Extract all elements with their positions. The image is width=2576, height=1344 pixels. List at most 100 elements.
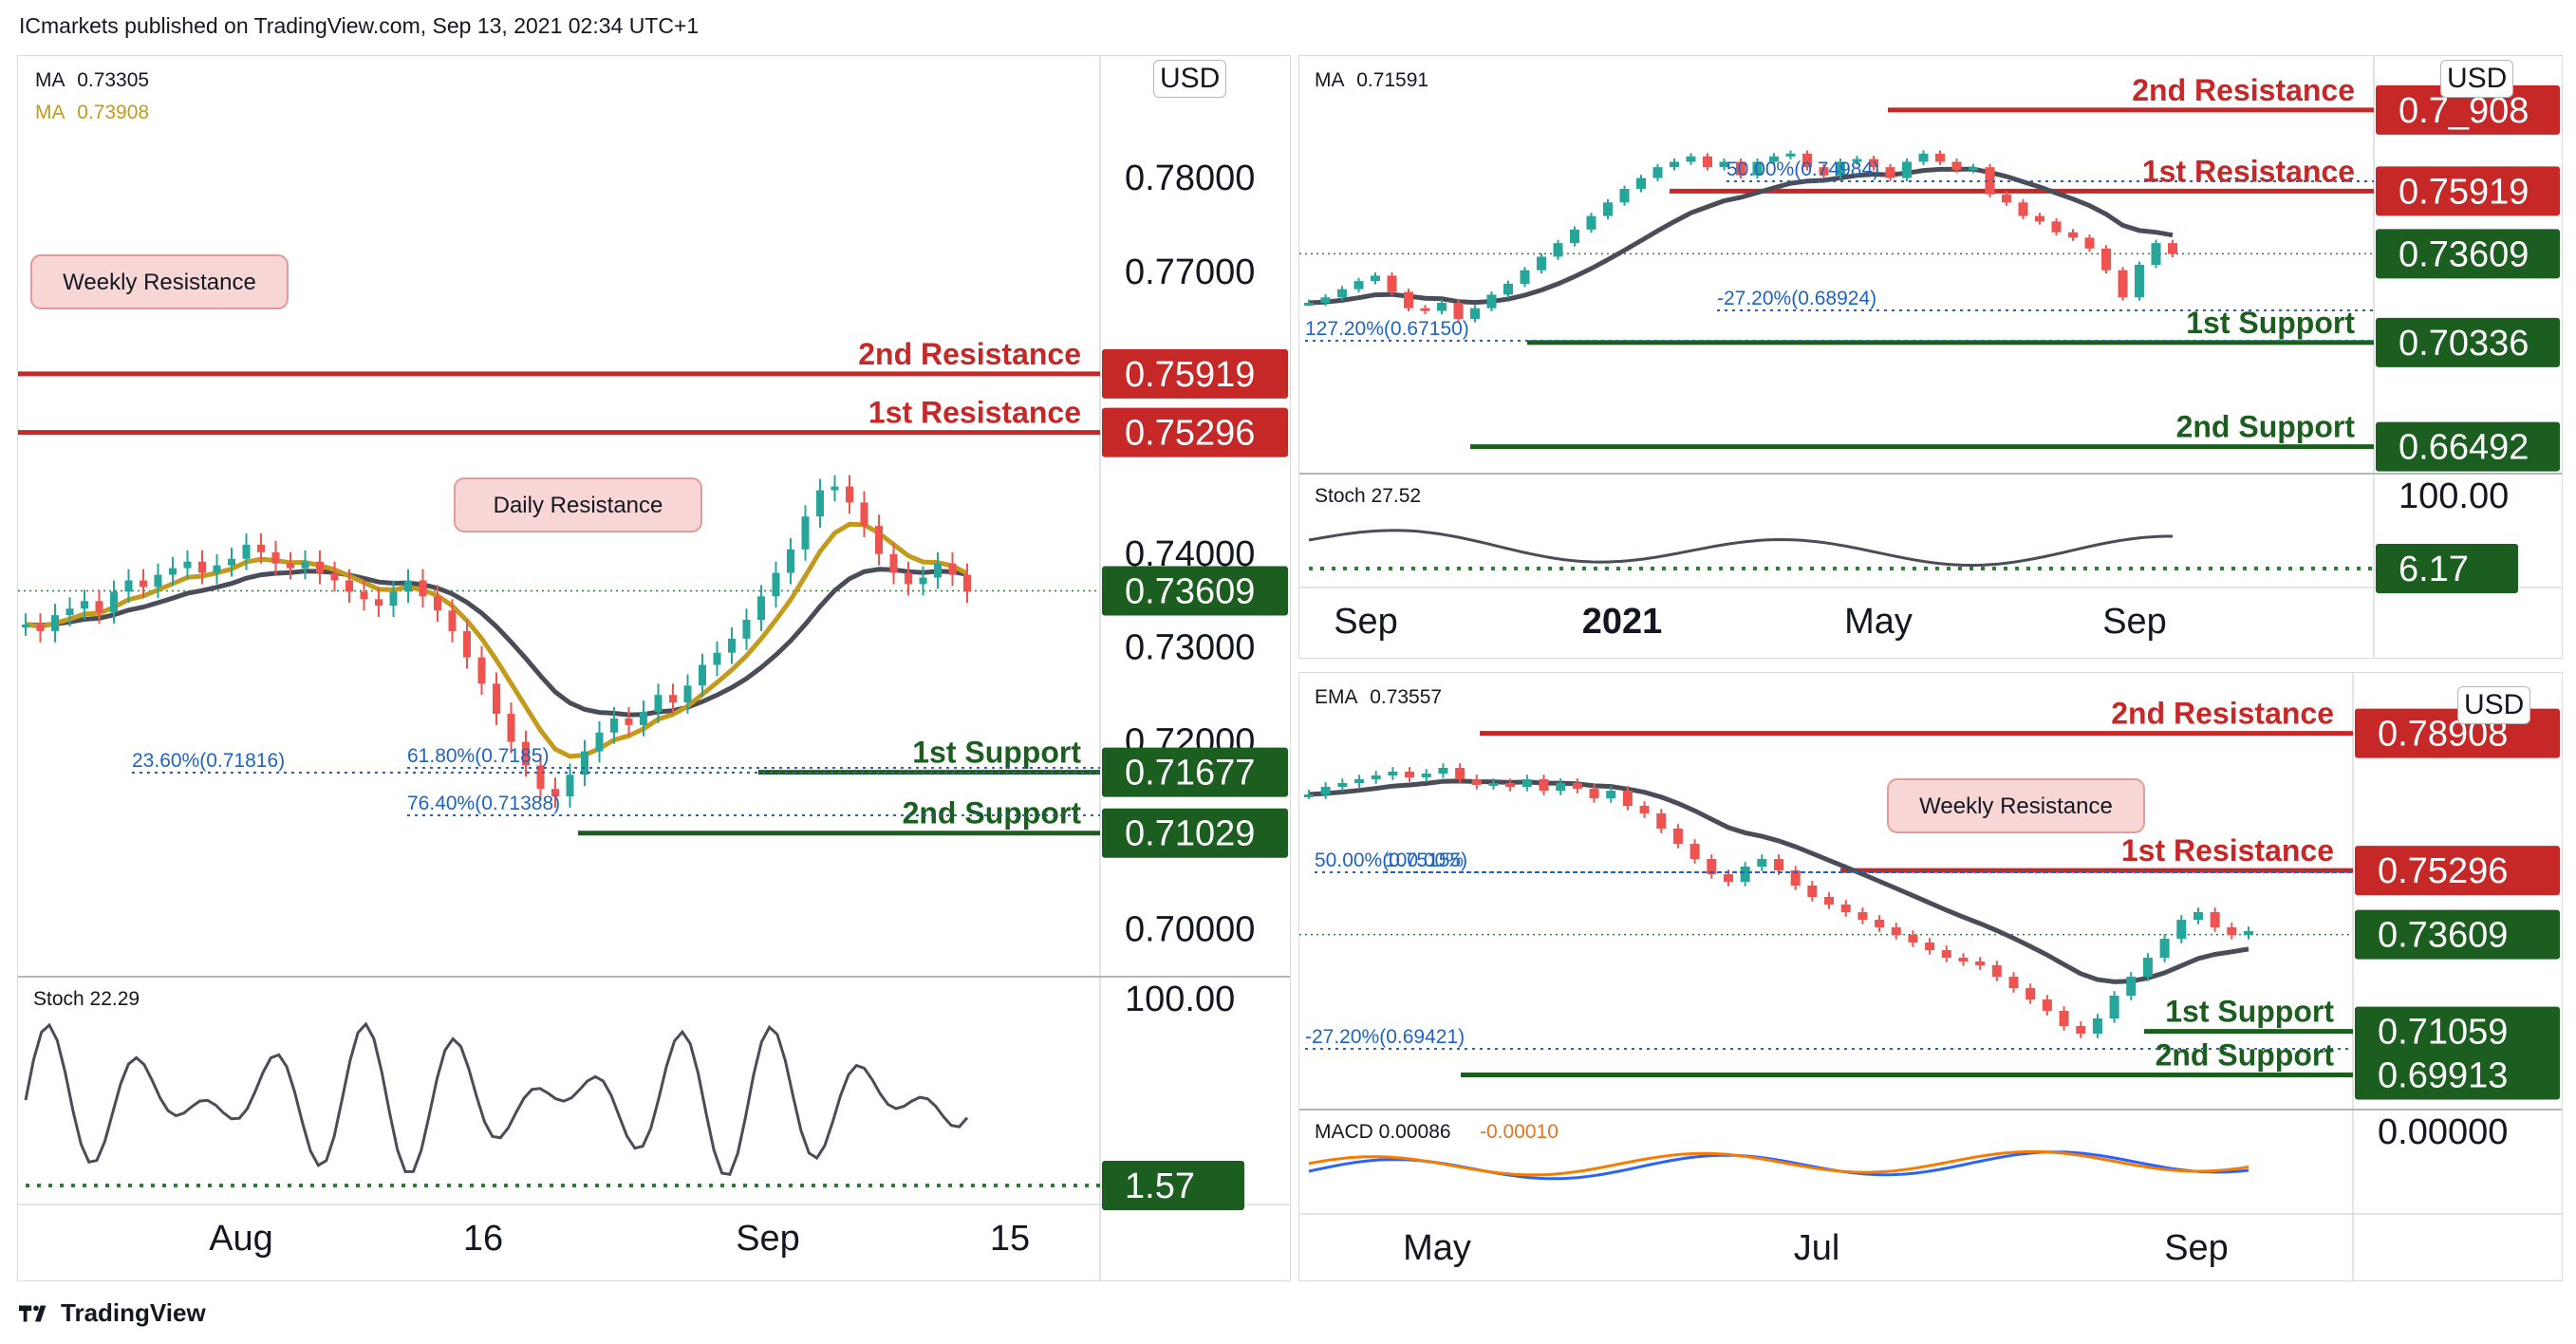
publisher-header: ICmarkets published on TradingView.com, … (19, 13, 700, 38)
candle-body (816, 490, 824, 517)
price-badge (2355, 846, 2560, 896)
currency-label-daily[interactable]: USD (2457, 686, 2531, 724)
candle-body (551, 789, 559, 797)
candle-body (1902, 161, 1912, 178)
price-badge (1102, 407, 1288, 457)
callout-text: Weekly Resistance (1919, 793, 2113, 819)
candle-body (110, 591, 118, 613)
candle-body (493, 683, 500, 714)
candle-body (1388, 772, 1398, 775)
fib-label: 61.80%(0.7185) (407, 745, 549, 767)
candle-body (1951, 161, 1962, 170)
level-label: 1st Resistance (868, 396, 1081, 430)
candle-body (2042, 999, 2052, 1011)
fib-label: 50.00%(0.74984) (1727, 159, 1879, 180)
tradingview-footer[interactable]: TradingView (19, 1298, 206, 1328)
candle-body (1656, 813, 1667, 829)
candle-body (1471, 779, 1482, 785)
callout-box (1887, 778, 2145, 833)
footer-brand: TradingView (61, 1298, 206, 1327)
candle-body (2109, 996, 2119, 1018)
candle-body (1769, 156, 1779, 162)
candle-body (2101, 248, 2111, 271)
candle-body (507, 713, 515, 742)
price-badge-value: 0.66492 (2399, 428, 2529, 468)
chart-panel-weekly[interactable]: 2nd Resistance 0.7_908 1st Resistance 0.759… (1298, 55, 2563, 659)
candle-body (1639, 806, 1650, 813)
candle-body (2051, 221, 2062, 233)
candle-body (1622, 791, 1633, 806)
candle-body (1320, 297, 1331, 303)
candle-body (1421, 774, 1431, 777)
time-tick-label: Aug (209, 1219, 273, 1259)
candle-body (1572, 783, 1582, 789)
candle-body (228, 558, 235, 566)
candle-body (669, 695, 677, 703)
price-badge (2355, 909, 2560, 960)
candle-body (683, 685, 692, 703)
candle-body (1570, 229, 1579, 244)
candle-body (905, 572, 912, 585)
time-tick-label: Jul (1794, 1228, 1840, 1268)
candle-body (1371, 275, 1380, 282)
candle-body (1918, 153, 1929, 162)
candle-body (1453, 303, 1464, 320)
candle-body (963, 574, 971, 592)
candle-body (934, 563, 942, 578)
candle-body (1807, 886, 1818, 897)
chart-4h-svg[interactable]: 0.780000.770000.740000.730000.720000.700… (18, 56, 1290, 1280)
candle-body (419, 580, 427, 597)
chart-panel-daily[interactable]: 2nd Resistance 0.78908 1st Resistance 0.752… (1298, 672, 2563, 1281)
candle-body (1354, 779, 1365, 783)
candle-body (1925, 943, 1935, 950)
price-tick-label: 0.73000 (1125, 628, 1255, 668)
ma-indicator-1: MA 0.73305 (35, 69, 150, 91)
candle-body (1404, 291, 1413, 308)
candle-body (1908, 935, 1918, 943)
candle-body (1736, 161, 1745, 176)
candle-body (1420, 308, 1430, 311)
candle-body (1941, 950, 1951, 958)
candle-body (287, 563, 294, 569)
candle-body (1774, 859, 1783, 870)
candle-body (2035, 215, 2044, 222)
fib-label: 23.60%(0.71816) (132, 750, 285, 772)
chart-panel-4h[interactable]: 0.78000 0.77000 0.74000 0.73000 0.72000 0.700… (17, 55, 1291, 1281)
oscillator-axis-label: 100.00 (1125, 980, 1235, 1019)
candle-body (330, 572, 339, 581)
candle-body (81, 601, 88, 609)
ema-indicator-daily: EMA 0.73557 (1315, 686, 1443, 708)
currency-label[interactable]: USD (1153, 60, 1227, 98)
oscillator-badge (2376, 544, 2518, 593)
price-badge-value: 0.71059 (2378, 1013, 2508, 1053)
ma-indicator-2: MA 0.73908 (35, 102, 150, 123)
candle-body (51, 615, 59, 631)
candle-body (1840, 905, 1851, 912)
time-tick-label: May (1403, 1228, 1471, 1268)
oscillator-axis-label: 100.00 (2399, 476, 2509, 516)
currency-label-weekly[interactable]: USD (2440, 60, 2514, 98)
candle-body (831, 486, 839, 491)
candle-body (1304, 303, 1314, 306)
callout-text: Weekly Resistance (63, 270, 256, 295)
oscillator-badge-value: 1.57 (1125, 1167, 1195, 1206)
oscillator-name: Stoch 22.29 (33, 988, 140, 1010)
candle-body (477, 657, 486, 684)
ma-indicator-weekly: MA 0.71591 (1315, 69, 1429, 91)
candle-body (257, 544, 265, 552)
candle-body (1371, 775, 1381, 779)
candle-body (65, 608, 74, 616)
candle-body (610, 718, 618, 733)
candle-body (1975, 961, 1986, 965)
price-badge (1102, 808, 1288, 858)
candle-body (1387, 275, 1397, 292)
candle-body (2118, 270, 2128, 298)
candle-body (1470, 308, 1480, 320)
candle-body (787, 549, 794, 573)
moving-average-line (1308, 778, 2249, 984)
candle-body (1802, 153, 1812, 168)
oscillator-name: Stoch 27.52 (1315, 485, 1421, 507)
candle-body (948, 563, 957, 575)
